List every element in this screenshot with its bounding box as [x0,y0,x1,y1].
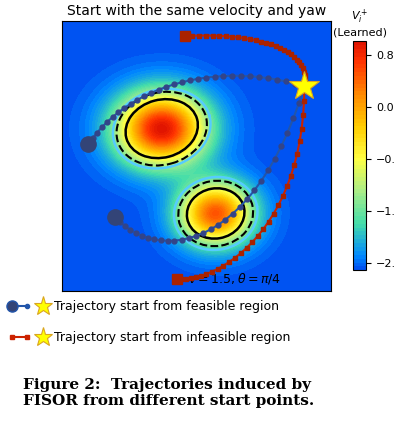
Text: Figure 2:  Trajectories induced by
FISOR from different start points.: Figure 2: Trajectories induced by FISOR … [23,378,315,408]
Text: $v=1.5, \theta=\pi/4$: $v=1.5, \theta=\pi/4$ [188,271,281,286]
Text: Trajectory start from infeasible region: Trajectory start from infeasible region [54,331,290,344]
Title: $V_i^+$
(Learned): $V_i^+$ (Learned) [333,7,387,37]
Text: Trajectory start from feasible region: Trajectory start from feasible region [54,300,279,312]
Title: Start with the same velocity and yaw: Start with the same velocity and yaw [67,4,326,18]
